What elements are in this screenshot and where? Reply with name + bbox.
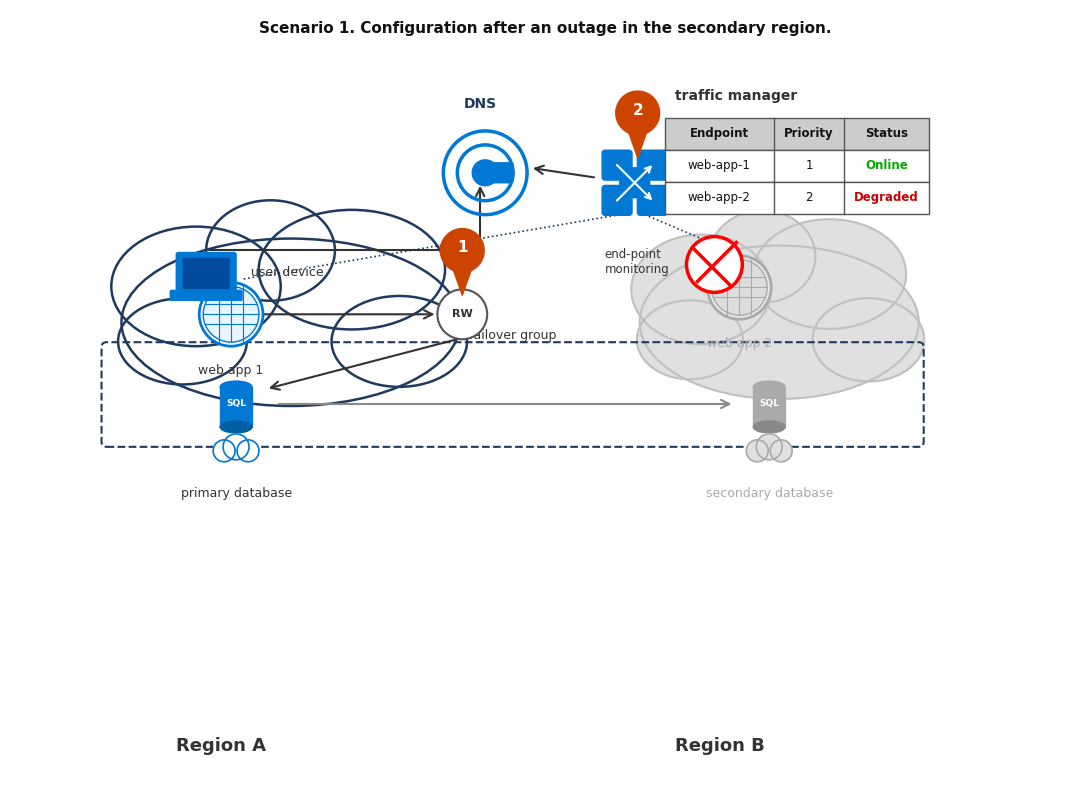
Circle shape xyxy=(620,168,650,198)
Text: SQL: SQL xyxy=(760,399,779,408)
Text: Priority: Priority xyxy=(785,128,834,140)
Circle shape xyxy=(223,434,249,460)
Ellipse shape xyxy=(753,381,785,393)
Bar xyxy=(220,387,252,427)
Ellipse shape xyxy=(111,227,281,346)
FancyBboxPatch shape xyxy=(602,185,632,215)
Circle shape xyxy=(203,286,259,342)
Polygon shape xyxy=(440,229,484,273)
Ellipse shape xyxy=(813,298,924,382)
Text: Scenario 1. Configuration after an outage in the secondary region.: Scenario 1. Configuration after an outag… xyxy=(258,21,832,36)
Text: 2: 2 xyxy=(806,191,813,205)
Ellipse shape xyxy=(220,381,252,393)
Ellipse shape xyxy=(753,421,785,433)
Text: traffic manager: traffic manager xyxy=(675,89,797,103)
Text: Degraded: Degraded xyxy=(853,191,919,205)
Ellipse shape xyxy=(206,200,335,301)
Ellipse shape xyxy=(121,238,460,406)
Ellipse shape xyxy=(331,296,468,387)
Circle shape xyxy=(756,434,783,460)
Bar xyxy=(665,150,929,182)
Circle shape xyxy=(747,439,768,462)
Text: secondary database: secondary database xyxy=(705,487,833,500)
Text: Endpoint: Endpoint xyxy=(690,128,749,140)
Text: Region B: Region B xyxy=(675,737,764,755)
Circle shape xyxy=(437,290,487,339)
Circle shape xyxy=(712,260,767,315)
Text: Status: Status xyxy=(864,128,908,140)
FancyBboxPatch shape xyxy=(170,290,242,301)
Text: web app 2: web app 2 xyxy=(706,337,772,350)
Ellipse shape xyxy=(258,210,445,330)
Text: web-app-1: web-app-1 xyxy=(688,160,751,172)
Polygon shape xyxy=(616,91,659,135)
Circle shape xyxy=(237,439,259,462)
FancyBboxPatch shape xyxy=(487,163,513,183)
Ellipse shape xyxy=(637,301,743,379)
Text: RW: RW xyxy=(452,310,473,319)
Text: 2: 2 xyxy=(632,103,643,118)
Polygon shape xyxy=(625,121,651,158)
Text: end-point
monitoring: end-point monitoring xyxy=(605,248,669,276)
Ellipse shape xyxy=(640,245,919,399)
Text: failover group: failover group xyxy=(469,329,556,342)
FancyBboxPatch shape xyxy=(602,150,632,180)
FancyBboxPatch shape xyxy=(183,258,229,289)
Text: web app 1: web app 1 xyxy=(198,364,264,377)
FancyBboxPatch shape xyxy=(638,150,667,180)
Ellipse shape xyxy=(220,421,252,433)
Bar xyxy=(665,118,929,150)
Text: DNS: DNS xyxy=(463,97,497,111)
Bar xyxy=(665,182,929,213)
Circle shape xyxy=(687,237,742,293)
Text: SQL: SQL xyxy=(226,399,246,408)
Ellipse shape xyxy=(631,234,771,344)
Bar xyxy=(753,387,785,427)
FancyBboxPatch shape xyxy=(638,185,667,215)
Text: Online: Online xyxy=(865,160,908,172)
Text: 1: 1 xyxy=(457,240,468,255)
Ellipse shape xyxy=(753,219,906,329)
Text: primary database: primary database xyxy=(181,487,292,500)
Circle shape xyxy=(707,256,772,319)
Circle shape xyxy=(771,439,792,462)
Text: user device: user device xyxy=(251,266,324,279)
FancyBboxPatch shape xyxy=(177,253,237,294)
Circle shape xyxy=(214,439,235,462)
Text: 1: 1 xyxy=(806,160,813,172)
Circle shape xyxy=(199,282,263,346)
Circle shape xyxy=(221,435,251,466)
Text: web-app-2: web-app-2 xyxy=(688,191,751,205)
Ellipse shape xyxy=(118,298,246,384)
Ellipse shape xyxy=(710,210,815,302)
Text: Region A: Region A xyxy=(177,737,266,755)
Circle shape xyxy=(472,160,498,186)
Polygon shape xyxy=(449,258,475,295)
